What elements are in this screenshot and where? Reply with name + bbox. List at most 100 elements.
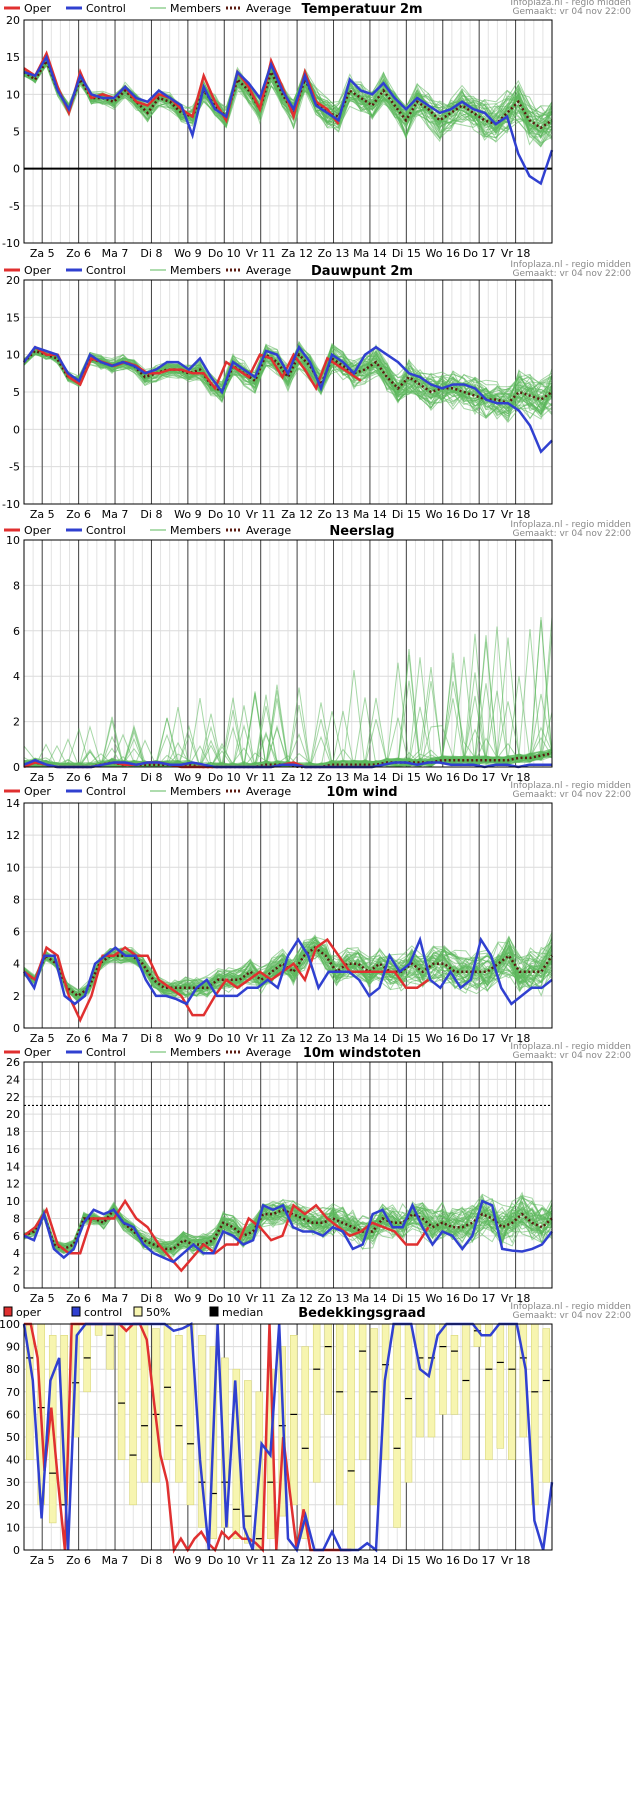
y-tick-label: 10 (6, 1195, 20, 1208)
legend-average-label: Average (246, 785, 291, 798)
cloud-band-bar (163, 1323, 172, 1460)
x-tick-label: Di 8 (140, 1292, 162, 1305)
x-tick-label: Wo 16 (426, 1554, 460, 1567)
y-tick-label: 24 (6, 1073, 20, 1086)
oper-series-line (23, 937, 430, 1023)
legend-control-label: Control (86, 2, 126, 15)
x-tick-label: Di 8 (140, 1554, 162, 1567)
x-tick-label: Wo 9 (174, 1032, 201, 1045)
legend-oper-label: oper (16, 1306, 41, 1319)
x-tick-label: Do 17 (463, 1032, 496, 1045)
chart-panel-4: 14 12 10 8 6 4 2 0 Za 5 Zo 6 Ma 7 Di 8 Wo 9 Do 10 Vr 1… (4, 781, 631, 1045)
x-tick-label: Do 10 (208, 1292, 241, 1305)
x-tick-label: Vr 11 (246, 247, 276, 260)
legend-members-label: Members (170, 785, 221, 798)
x-tick-label: Zo 13 (318, 247, 350, 260)
x-tick-label: Za 12 (281, 771, 313, 784)
y-tick-label: 15 (6, 51, 20, 64)
x-tick-label: Zo 13 (318, 1032, 350, 1045)
x-tick-label: Za 12 (281, 1554, 313, 1567)
legend-oper-label: Oper (24, 524, 51, 537)
cloud-band-bar (335, 1323, 344, 1506)
plot-frame (23, 1061, 553, 1289)
x-tick-label: Wo 16 (426, 771, 460, 784)
cloud-band-bar (485, 1323, 493, 1460)
cloud-band-bar (508, 1323, 516, 1460)
x-tick-label: Vr 18 (501, 508, 531, 521)
y-tick-label: 20 (6, 274, 20, 287)
y-tick-label: 0 (13, 1544, 20, 1557)
plot-frame (23, 279, 553, 505)
legend-average-label: Average (246, 1046, 291, 1059)
member-line (23, 347, 553, 408)
y-tick-label: 20 (6, 14, 20, 27)
y-tick-label: 90 (6, 1341, 20, 1354)
x-tick-label: Ma 7 (102, 1292, 129, 1305)
member-line (23, 1199, 553, 1251)
control-series-line (22, 935, 553, 1006)
x-tick-label: Di 15 (392, 1032, 421, 1045)
chart-title: 10m wind (326, 785, 397, 800)
y-tick-label: 20 (6, 1108, 20, 1121)
legend-average-label: Average (246, 524, 291, 537)
source-credit: Infoplaza.nl - regio midden (510, 260, 631, 270)
legend-oper-label: Oper (24, 264, 51, 277)
cloud-band-bar (117, 1323, 126, 1460)
x-tick-label: Do 17 (463, 247, 496, 260)
y-tick-label: 70 (6, 1386, 20, 1399)
legend-band-label: 50% (146, 1306, 170, 1319)
chart-title: Temperatuur 2m (301, 2, 422, 17)
average-series-line (23, 58, 553, 130)
x-tick-label: Za 5 (30, 1292, 55, 1305)
x-tick-label: Vr 18 (501, 247, 531, 260)
x-tick-label: Za 5 (30, 508, 55, 521)
x-tick-label: Ma 7 (102, 247, 129, 260)
y-tick-label: 50 (6, 1431, 20, 1444)
y-tick-label: 0 (13, 423, 20, 436)
y-tick-label: 0 (13, 1282, 20, 1295)
x-tick-label: Ma 14 (353, 771, 387, 784)
member-line (23, 946, 553, 997)
x-tick-label: Vr 18 (501, 1292, 531, 1305)
average-series-line (23, 349, 553, 405)
x-tick-label: Ma 7 (102, 1554, 129, 1567)
y-tick-label: 60 (6, 1408, 20, 1421)
y-tick-label: 80 (6, 1363, 20, 1376)
legend-oper-swatch (3, 1306, 13, 1317)
member-line (23, 59, 553, 143)
y-tick-label: 16 (6, 1143, 20, 1156)
x-tick-label: Za 5 (30, 771, 55, 784)
x-tick-label: Za 5 (30, 247, 55, 260)
x-tick-label: Do 10 (208, 1032, 241, 1045)
x-tick-label: Do 17 (463, 1554, 496, 1567)
x-tick-label: Zo 13 (318, 1292, 350, 1305)
source-credit: Infoplaza.nl - regio midden (510, 781, 631, 791)
legend-median-label: median (222, 1306, 263, 1319)
legend-control-label: Control (86, 264, 126, 277)
x-tick-label: Ma 14 (353, 247, 387, 260)
chart-title: 10m windstoten (303, 1046, 421, 1061)
cloud-band-bar (427, 1323, 436, 1438)
source-timestamp: Gemaakt: vr 04 nov 22:00 (513, 529, 632, 539)
source-timestamp: Gemaakt: vr 04 nov 22:00 (513, 790, 632, 800)
x-tick-label: Vr 18 (501, 1032, 531, 1045)
y-tick-label: 2 (13, 716, 20, 729)
cloud-band-bar (278, 1346, 287, 1517)
control-series-line (22, 344, 553, 454)
x-tick-label: Ma 7 (102, 508, 129, 521)
cloud-band-bar (106, 1323, 114, 1370)
y-tick-label: 5 (13, 126, 20, 139)
x-tick-label: Zo 6 (66, 1292, 91, 1305)
cloud-band-bar (312, 1323, 321, 1483)
cloud-band-bar (244, 1380, 252, 1544)
x-tick-label: Wo 16 (426, 508, 460, 521)
y-tick-label: 10 (6, 88, 20, 101)
legend-members-label: Members (170, 264, 221, 277)
control-series-line (23, 758, 552, 769)
control-series-line (23, 1199, 553, 1264)
y-tick-label: 100 (0, 1318, 20, 1331)
y-tick-label: 14 (6, 1160, 20, 1173)
x-tick-label: Vr 18 (501, 771, 531, 784)
